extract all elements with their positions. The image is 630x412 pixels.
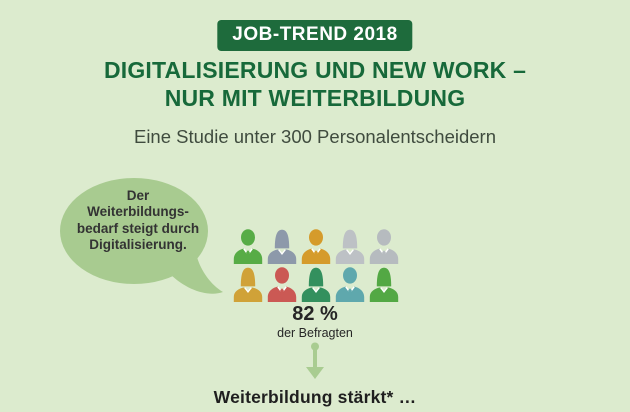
speech-bubble-line: Der xyxy=(126,188,150,203)
person-female-icon xyxy=(233,267,263,302)
down-arrow-icon xyxy=(306,342,324,379)
infographic-title: DIGITALISIERUNG UND NEW WORK – NUR MIT W… xyxy=(0,56,630,112)
stat-block: 82 % der Befragten xyxy=(0,303,630,340)
title-line-1: DIGITALISIERUNG UND NEW WORK – xyxy=(103,57,527,83)
speech-bubble-text: Der Weiterbildungs- bedarf steigt durch … xyxy=(64,188,212,254)
person-male-icon xyxy=(233,229,263,264)
person-male-icon xyxy=(369,229,399,264)
stat-caption: der Befragten xyxy=(277,326,353,340)
stat-value: 82 % xyxy=(292,303,338,325)
speech-bubble-line: Weiterbildungs- xyxy=(87,204,189,220)
person-male-icon xyxy=(301,229,331,264)
job-trend-badge: JOB-TREND 2018 xyxy=(217,20,413,51)
person-female-icon xyxy=(369,267,399,302)
speech-bubble-line: bedarf steigt durch xyxy=(76,220,200,236)
title-line-2: NUR MIT WEITERBILDUNG xyxy=(164,85,466,112)
footer-heading: Weiterbildung stärkt* … xyxy=(213,387,417,407)
person-male-icon xyxy=(335,267,365,302)
speech-bubble-line: Digitalisierung. xyxy=(89,237,187,253)
study-subtitle: Eine Studie unter 300 Personalentscheide… xyxy=(133,126,497,147)
person-female-icon xyxy=(267,229,297,264)
speech-bubble xyxy=(60,178,223,294)
person-female-icon xyxy=(335,229,365,264)
people-grid xyxy=(233,229,399,302)
person-male-icon xyxy=(267,267,297,302)
person-female-icon xyxy=(301,267,331,302)
